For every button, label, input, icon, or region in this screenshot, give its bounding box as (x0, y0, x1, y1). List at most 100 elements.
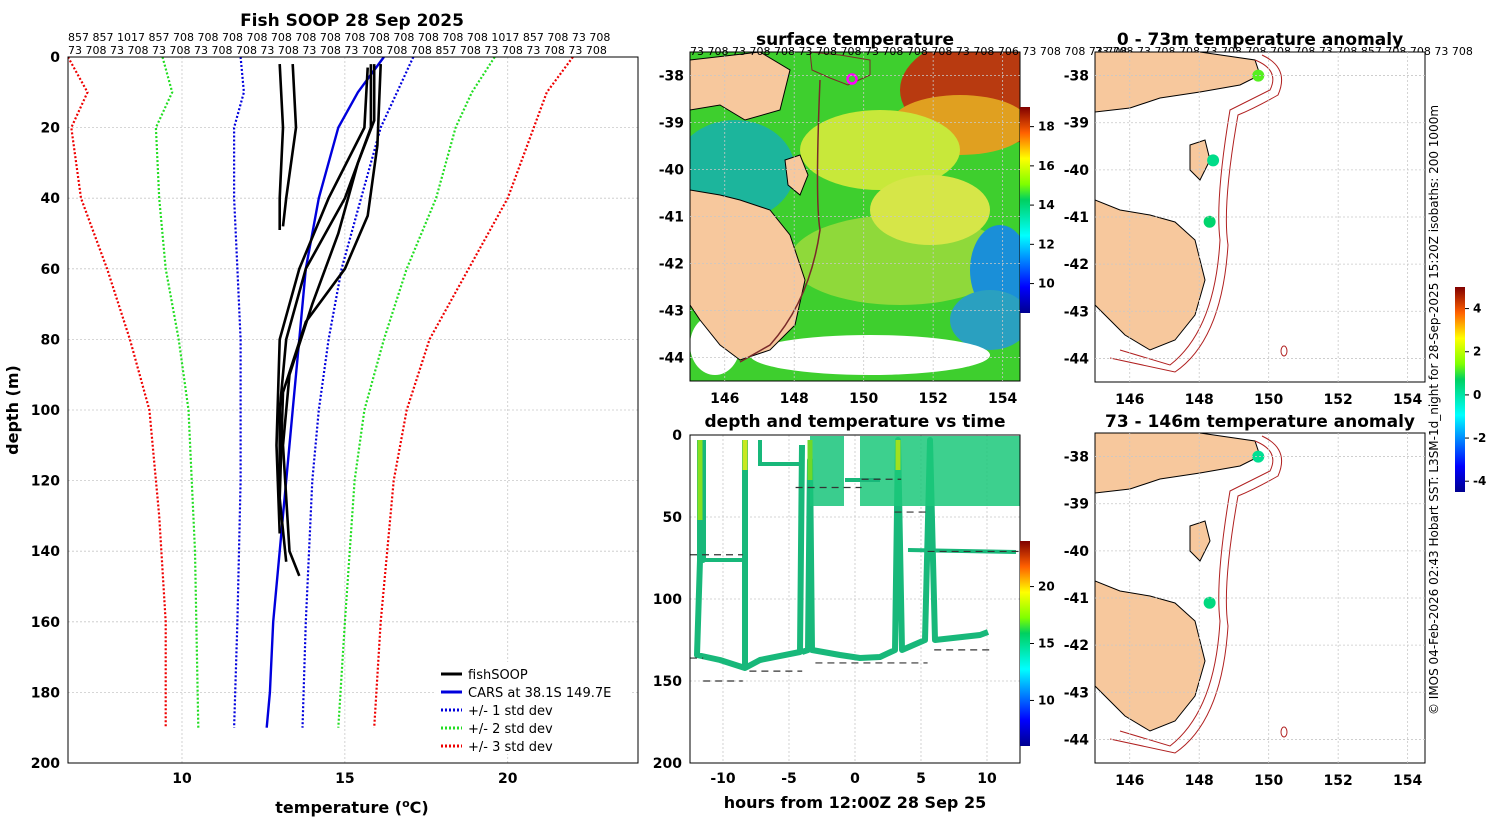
colorbar-ticklabel: 0 (1473, 388, 1481, 402)
sst-map-panel: surface temperature 73 708 73 708 708 73… (659, 30, 1128, 407)
sst-field (690, 52, 1020, 381)
timeseries-bottom-markers (690, 478, 1020, 682)
timeseries-xtick: -10 (710, 771, 736, 787)
profile-legend: fishSOOP CARS at 38.1S 149.7E +/- 1 std … (434, 662, 630, 755)
anom2-points (1203, 450, 1265, 609)
profile-ytick: 20 (41, 121, 61, 137)
map-ytick: -43 (659, 304, 684, 320)
profile-xtick: 15 (335, 771, 354, 787)
colorbar-ticklabel: 12 (1038, 237, 1055, 251)
map-ytick: -41 (1064, 591, 1089, 607)
profile-series-fishsoop-9 (278, 64, 373, 502)
profile-ytick: 140 (31, 544, 60, 560)
colorbar-ticklabel: 20 (1038, 580, 1055, 594)
colorbar-ticklabel: 2 (1473, 345, 1481, 359)
map-ytick: -43 (1064, 304, 1089, 320)
map-ytick: -44 (659, 351, 685, 367)
timeseries-xtick: 0 (850, 771, 860, 787)
profile-series--1-std-dev-1 (233, 57, 246, 728)
profile-ytick: 40 (41, 191, 61, 207)
map-xtick: 146 (1115, 392, 1144, 408)
map-xtick: 146 (710, 391, 739, 407)
profile-xtick: 10 (172, 771, 192, 787)
legend-box (434, 662, 630, 754)
map-ytick: -42 (1064, 257, 1089, 273)
anom1-map (1095, 52, 1425, 382)
map-ytick: -44 (1064, 351, 1090, 367)
colorbar-ticklabel: -4 (1473, 474, 1486, 488)
anomaly-point (1203, 215, 1216, 228)
profile-series (68, 57, 574, 728)
legend-cars: CARS at 38.1S 149.7E (468, 686, 611, 701)
profile-ytick: 0 (50, 50, 60, 66)
anomaly-point (1203, 596, 1216, 609)
profile-ytick: 100 (31, 403, 60, 419)
colorbar-ticklabel: 16 (1038, 159, 1055, 173)
profile-series--2-std-dev-upper--4 (337, 57, 496, 728)
anom2-ticks: 146 148 150 152 154 -38 -39 -40 -41 -42 -43 -44 (1064, 433, 1425, 789)
sst-title: surface temperature (756, 30, 954, 50)
anom1-points (1203, 69, 1265, 228)
anomaly-map-0-73: 0 - 73m temperature anomaly 73 708 73 70… (1064, 30, 1473, 408)
timeseries-colorbar (1020, 541, 1030, 746)
map-ytick: -38 (1064, 450, 1089, 466)
map-xtick: 154 (1393, 392, 1422, 408)
profile-axes-box (67, 56, 639, 764)
map-xtick: 152 (919, 391, 948, 407)
map-xtick: 148 (1185, 773, 1214, 789)
profile-ytick: 180 (31, 685, 60, 701)
map-xtick: 152 (1324, 392, 1353, 408)
legend-fish: fishSOOP (468, 668, 528, 683)
profile-series-fishsoop-12 (275, 67, 369, 534)
map-xtick: 148 (1185, 392, 1214, 408)
legend-sd3: +/- 3 std dev (468, 740, 553, 755)
profile-panel: 0 20 40 60 80 100 120 140 160 180 200 10 15 20 Fish S… (3, 11, 639, 817)
profile-ytick: 60 (41, 262, 61, 278)
map-ytick: -38 (1064, 69, 1089, 85)
map-ytick: -40 (659, 163, 685, 179)
timeseries-xtick: 10 (977, 771, 997, 787)
sst-vessel-marker (846, 73, 858, 85)
timeseries-xtick: -5 (781, 771, 797, 787)
timeseries-ytick: 0 (672, 428, 682, 444)
colorbar-ticklabel: 10 (1038, 693, 1055, 707)
sst-ticks: 146 148 150 152 154 -38 -39 -40 -41 -42 -43 -44 (659, 52, 1020, 407)
map-ytick: -39 (659, 116, 684, 132)
colorbar-ticklabel: 14 (1038, 198, 1055, 212)
legend-sd1: +/- 1 std dev (468, 704, 553, 719)
profile-series--3-std-dev-upper--6 (373, 57, 574, 728)
sst-top-labels: 73 708 73 708 708 73 708 708 73 708 708 … (690, 45, 1127, 58)
colorbar-ticklabel: 18 (1038, 120, 1055, 134)
map-xtick: 148 (780, 391, 809, 407)
profile-series--1-std-dev-upper--2 (301, 57, 415, 728)
profile-top-labels-row2: 73 708 73 708 73 708 73 708 708 73 708 7… (68, 44, 607, 57)
profile-ylabel: depth (m) (3, 365, 22, 455)
profile-grid (68, 56, 638, 764)
anomaly-colorbar-ticks: 4 2 0 -2 -4 (1465, 302, 1486, 488)
map-ytick: -39 (1064, 116, 1089, 132)
colorbar-ticklabel: 4 (1473, 302, 1481, 316)
top-row1-text: 857 857 1017 857 708 708 708 708 708 708… (68, 31, 610, 44)
credit-text: © IMOS 04-Feb-2026 02:43 Hobart SST: L3S… (1427, 105, 1441, 715)
anomaly-map-73-146: 73 - 146m temperature anomaly 146 148 150 1… (1064, 412, 1426, 789)
timeseries-ytick: 200 (653, 756, 682, 772)
profile-ytick: 120 (31, 474, 60, 490)
colorbar-ticklabel: 15 (1038, 637, 1055, 651)
map-ytick: -42 (659, 257, 684, 273)
profile-title: Fish SOOP 28 Sep 2025 (240, 11, 464, 31)
colorbar-ticklabel: 10 (1038, 277, 1055, 291)
map-ytick: -39 (1064, 497, 1089, 513)
anom2-title: 73 - 146m temperature anomaly (1105, 412, 1415, 432)
timeseries-title: depth and temperature vs time (705, 412, 1006, 432)
map-ytick: -44 (1064, 732, 1090, 748)
map-xtick: 154 (1393, 773, 1422, 789)
profile-xlabel: temperature (oC) (275, 797, 428, 817)
map-ytick: -40 (1064, 544, 1090, 560)
anomaly-point (1207, 154, 1220, 167)
map-ytick: -42 (1064, 638, 1089, 654)
profile-ytick: 200 (31, 756, 60, 772)
colorbar-ticklabel: -2 (1473, 431, 1486, 445)
